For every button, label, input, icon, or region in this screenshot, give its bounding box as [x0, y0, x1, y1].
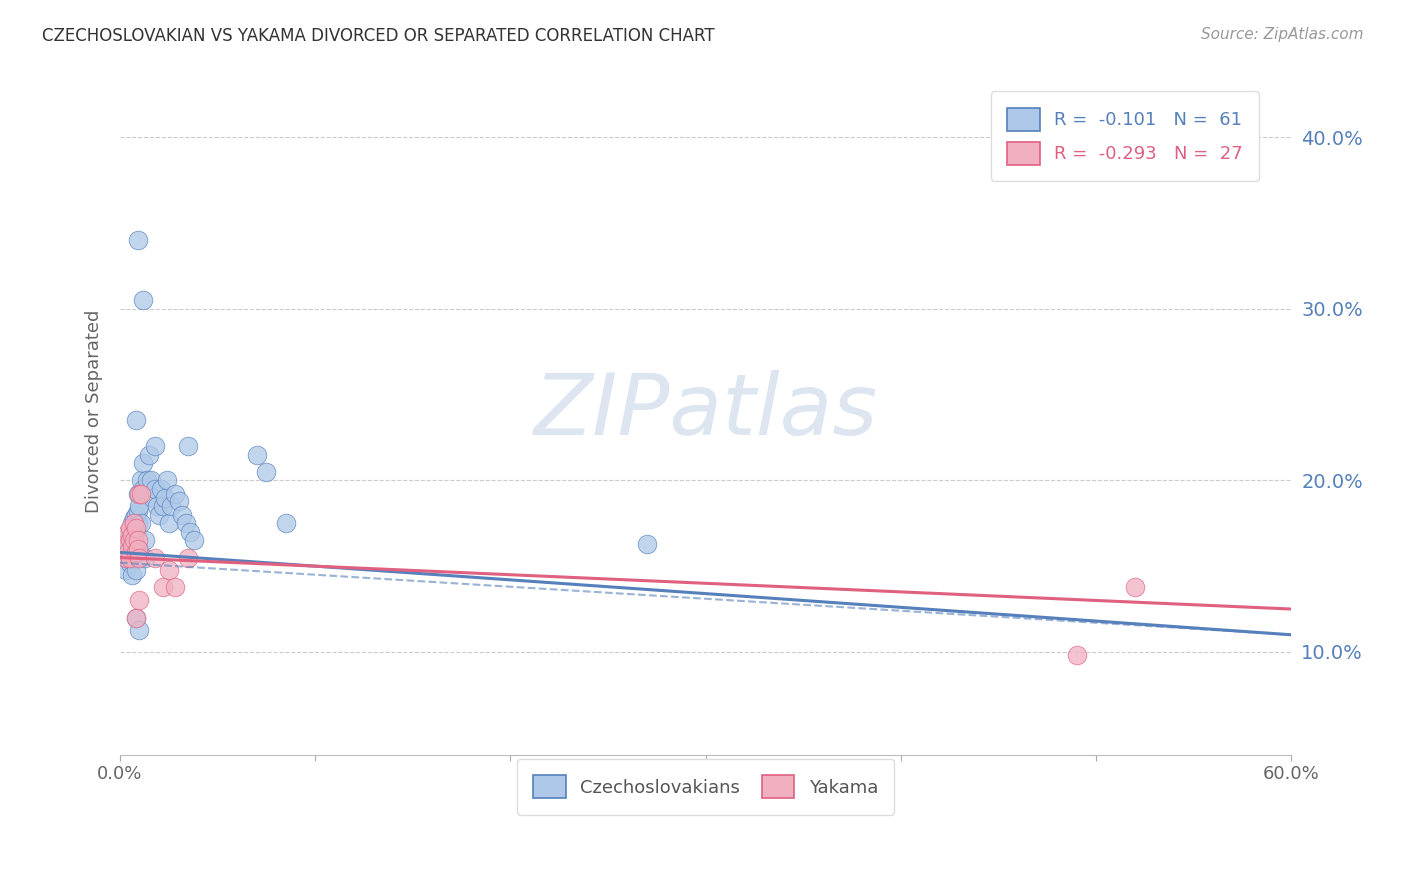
Point: [121, 567, 143, 582]
Point: [177, 439, 200, 453]
Point: [118, 524, 141, 539]
Point: [127, 533, 149, 548]
Point: [138, 448, 160, 462]
Point: [124, 545, 146, 559]
Point: [136, 474, 159, 488]
Point: [122, 537, 145, 551]
Point: [172, 508, 194, 522]
Point: [121, 541, 143, 556]
Point: [152, 499, 174, 513]
Point: [124, 524, 146, 539]
Point: [132, 293, 155, 308]
Point: [114, 550, 136, 565]
Point: [122, 511, 145, 525]
Point: [128, 499, 150, 513]
Point: [167, 494, 190, 508]
Point: [117, 545, 139, 559]
Point: [131, 516, 153, 531]
Point: [254, 465, 277, 479]
Point: [132, 482, 155, 496]
Point: [179, 524, 201, 539]
Point: [134, 550, 156, 565]
Point: [122, 521, 145, 535]
Point: [117, 539, 139, 553]
Point: [121, 516, 143, 531]
Point: [127, 541, 149, 556]
Point: [127, 516, 149, 531]
Point: [121, 539, 143, 553]
Point: [176, 516, 198, 531]
Point: [114, 563, 136, 577]
Text: ZIPatlas: ZIPatlas: [533, 370, 877, 453]
Point: [117, 524, 139, 539]
Point: [274, 516, 297, 531]
Point: [128, 487, 150, 501]
Point: [131, 487, 153, 501]
Point: [146, 499, 169, 513]
Point: [152, 580, 174, 594]
Point: [118, 521, 141, 535]
Point: [134, 533, 156, 548]
Legend: Czechoslovakians, Yakama: Czechoslovakians, Yakama: [517, 759, 894, 814]
Text: Source: ZipAtlas.com: Source: ZipAtlas.com: [1201, 27, 1364, 42]
Point: [118, 533, 141, 548]
Point: [118, 556, 141, 570]
Point: [127, 233, 149, 247]
Point: [124, 610, 146, 624]
Point: [157, 563, 180, 577]
Point: [114, 539, 136, 553]
Point: [246, 448, 269, 462]
Point: [156, 474, 179, 488]
Point: [157, 516, 180, 531]
Point: [183, 533, 205, 548]
Point: [128, 593, 150, 607]
Point: [122, 516, 145, 531]
Point: [143, 439, 166, 453]
Point: [148, 508, 170, 522]
Point: [163, 487, 186, 501]
Point: [636, 537, 658, 551]
Point: [114, 550, 136, 565]
Point: [122, 533, 145, 548]
Text: CZECHOSLOVAKIAN VS YAKAMA DIVORCED OR SEPARATED CORRELATION CHART: CZECHOSLOVAKIAN VS YAKAMA DIVORCED OR SE…: [42, 27, 714, 45]
Point: [122, 550, 145, 565]
Point: [124, 610, 146, 624]
Point: [143, 482, 166, 496]
Point: [131, 474, 153, 488]
Point: [177, 550, 200, 565]
Point: [124, 563, 146, 577]
Point: [121, 528, 143, 542]
Point: [163, 580, 186, 594]
Point: [128, 623, 150, 637]
Point: [127, 504, 149, 518]
Point: [128, 550, 150, 565]
Point: [124, 521, 146, 535]
Point: [141, 474, 163, 488]
Point: [149, 482, 172, 496]
Point: [117, 545, 139, 559]
Point: [159, 499, 181, 513]
Point: [118, 533, 141, 548]
Point: [121, 528, 143, 542]
Point: [127, 487, 149, 501]
Point: [118, 550, 141, 565]
Point: [143, 550, 166, 565]
Point: [142, 491, 165, 505]
Point: [153, 491, 176, 505]
Point: [132, 456, 155, 470]
Point: [124, 545, 146, 559]
Point: [1066, 648, 1088, 663]
Point: [118, 550, 141, 565]
Point: [128, 541, 150, 556]
Point: [1123, 580, 1146, 594]
Point: [124, 508, 146, 522]
Point: [124, 413, 146, 427]
Y-axis label: Divorced or Separated: Divorced or Separated: [86, 310, 103, 514]
